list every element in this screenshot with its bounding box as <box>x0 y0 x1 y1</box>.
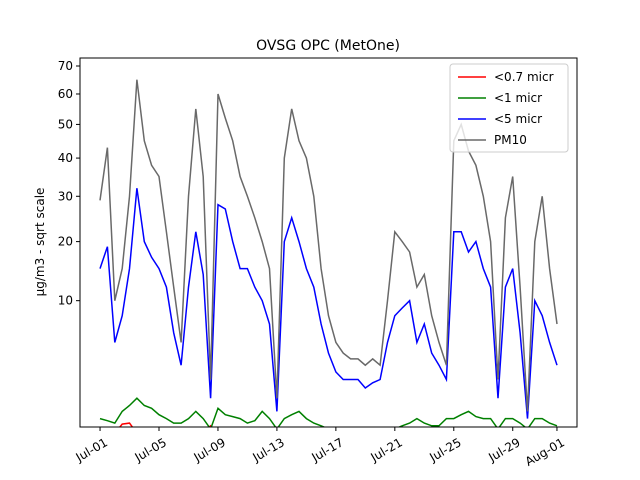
y-axis-label: µg/m3 - sqrt scale <box>33 188 47 297</box>
y-tick-label: 20 <box>58 235 73 249</box>
y-tick-label: 10 <box>58 294 73 308</box>
y-tick-label: 60 <box>58 87 73 101</box>
y-tick-label: 70 <box>58 59 73 73</box>
legend-label: <1 micr <box>494 91 542 105</box>
series-line <box>99 188 558 419</box>
axes-frame <box>79 57 578 428</box>
y-tick-label: 50 <box>58 117 73 131</box>
series-line <box>99 397 558 427</box>
legend-box <box>449 63 569 153</box>
legend-label: <5 micr <box>494 112 542 126</box>
plot-area <box>99 79 558 427</box>
y-tick-label: 40 <box>58 151 73 165</box>
legend-label: <0.7 micr <box>494 70 554 84</box>
legend-label: PM10 <box>494 133 527 147</box>
chart-title: OVSG OPC (MetOne) <box>256 38 400 54</box>
y-tick-label: 30 <box>58 189 73 203</box>
series-line <box>99 79 558 412</box>
